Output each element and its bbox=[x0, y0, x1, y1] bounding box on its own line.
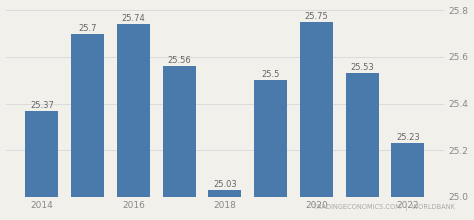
Text: 25.03: 25.03 bbox=[213, 180, 237, 189]
Bar bbox=[300, 22, 333, 197]
Text: 25.37: 25.37 bbox=[30, 101, 54, 110]
Bar bbox=[117, 24, 150, 197]
Bar bbox=[392, 143, 424, 197]
Text: 25.75: 25.75 bbox=[304, 12, 328, 21]
Bar bbox=[346, 73, 379, 197]
Text: 25.74: 25.74 bbox=[121, 14, 146, 23]
Text: 25.5: 25.5 bbox=[262, 70, 280, 79]
Bar bbox=[71, 34, 104, 197]
Text: 25.7: 25.7 bbox=[79, 24, 97, 33]
Bar bbox=[26, 110, 58, 197]
Bar bbox=[163, 66, 196, 197]
Text: 25.23: 25.23 bbox=[396, 133, 420, 142]
Bar bbox=[209, 190, 241, 197]
Text: 25.56: 25.56 bbox=[167, 56, 191, 65]
Text: TRADINGECONOMICS.COM  |  WORLDBANK: TRADINGECONOMICS.COM | WORLDBANK bbox=[313, 204, 455, 211]
Bar bbox=[254, 80, 287, 197]
Text: 25.53: 25.53 bbox=[350, 63, 374, 72]
